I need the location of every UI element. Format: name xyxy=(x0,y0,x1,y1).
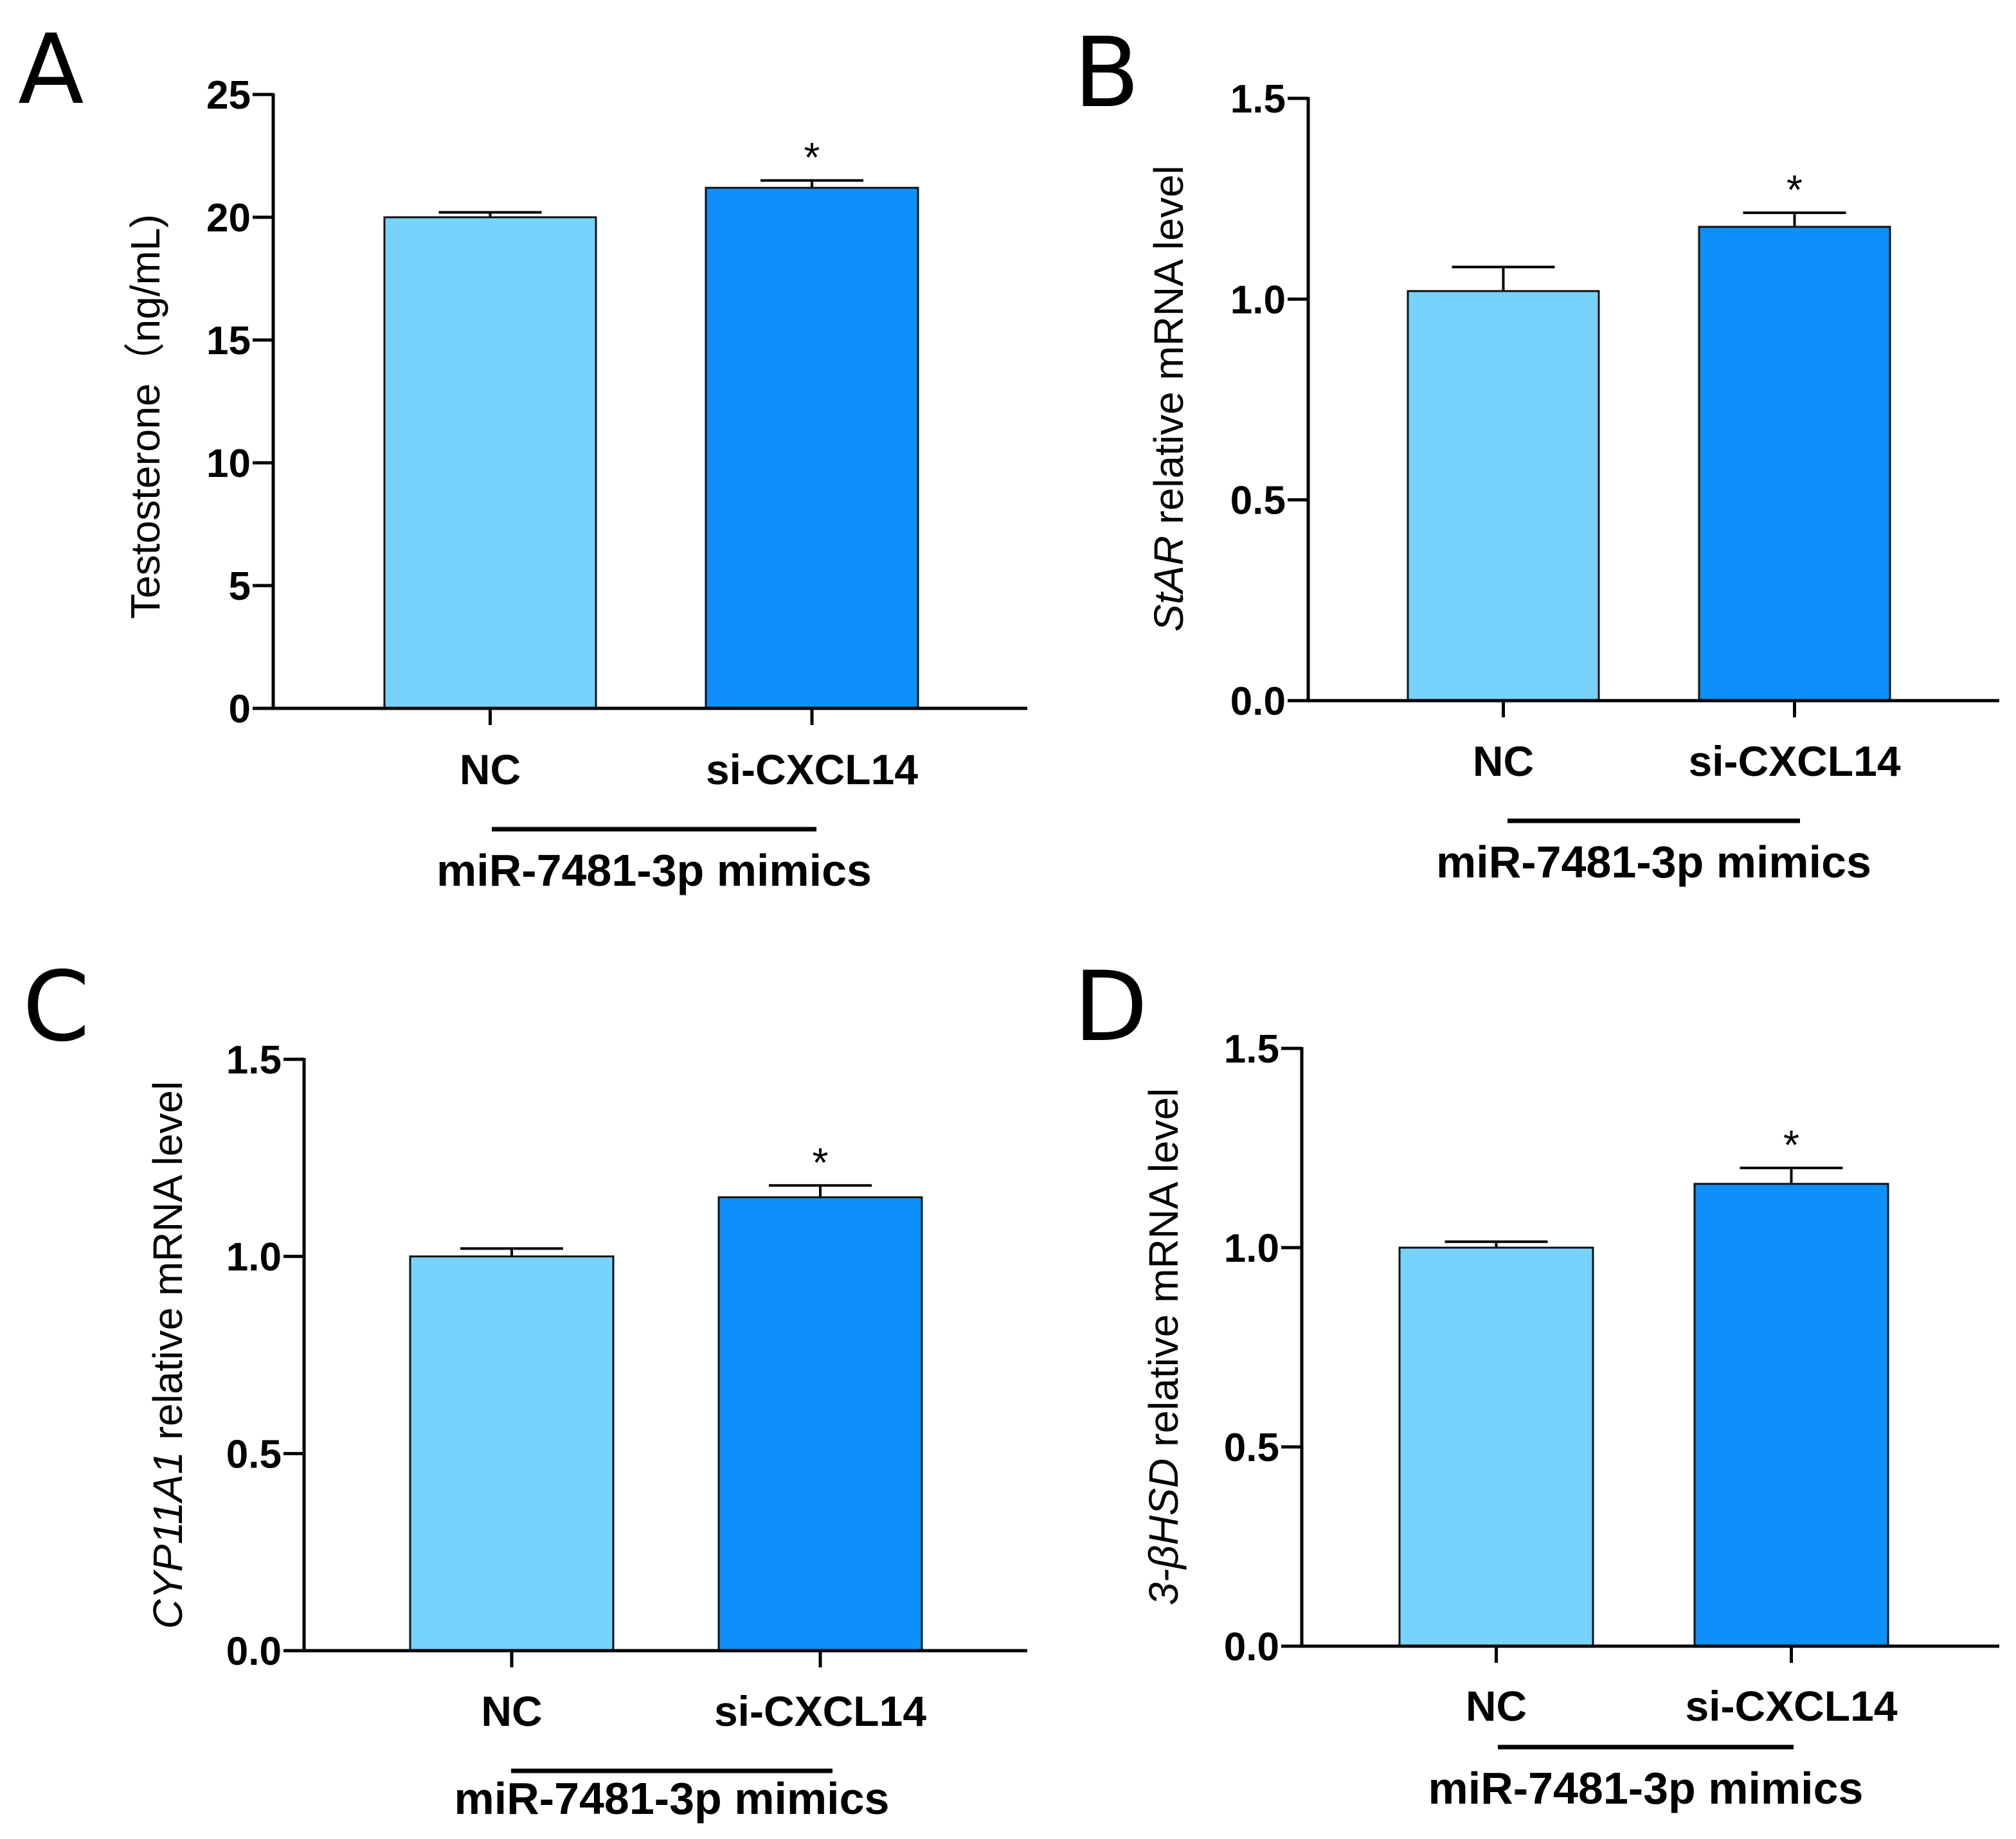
y-tick-label: 1.5 xyxy=(1224,1027,1279,1072)
y-tick-label: 1.5 xyxy=(226,1038,282,1082)
bar-nc xyxy=(1407,290,1600,702)
panel-letter: C xyxy=(22,951,90,1063)
x-tick-label: NC xyxy=(460,746,521,793)
y-axis-label: CYP11A1 relative mRNA level xyxy=(145,1081,191,1629)
panel-b: B NC * si-CXCL14 0.0 0.5 1.0 1.5 StAR relative m… xyxy=(1074,17,1999,887)
y-axis-label-gene: StAR xyxy=(1146,535,1192,631)
y-tick-label: 0.0 xyxy=(226,1629,282,1674)
y-tick-label: 0.5 xyxy=(226,1432,282,1476)
x-tick-label: si-CXCL14 xyxy=(1685,1682,1897,1730)
panel-a: A NC * si-CXCL14 0 5 10 15 20 25 Testosterone（ng/m… xyxy=(18,14,1027,895)
y-axis-label: Testosterone（ng/mL) xyxy=(122,214,168,619)
bar-nc xyxy=(1398,1246,1594,1647)
bar-nc xyxy=(409,1255,615,1652)
significance-marker: * xyxy=(1787,166,1803,213)
y-axis-label-text: relative mRNA level xyxy=(145,1081,191,1451)
bar-nc xyxy=(383,216,597,710)
y-axis-label-text: relative mRNA level xyxy=(1140,1088,1187,1458)
bar-si-cxcl14 xyxy=(705,186,919,710)
significance-marker: * xyxy=(813,1139,829,1185)
group-label: miR-7481-3p mimics xyxy=(1436,837,1871,887)
y-tick-label: 1.0 xyxy=(226,1235,282,1280)
y-tick-label: 0.0 xyxy=(1230,679,1286,724)
x-tick-label: si-CXCL14 xyxy=(714,1687,926,1735)
x-tick-label: si-CXCL14 xyxy=(706,746,918,793)
bar-si-cxcl14 xyxy=(1698,226,1891,702)
y-tick-label: 1.0 xyxy=(1224,1226,1279,1271)
panel-d: D NC * si-CXCL14 0.0 0.5 1.0 1.5 3-βHSD relative… xyxy=(1074,951,1999,1813)
y-tick-label: 25 xyxy=(206,73,251,118)
y-tick-label: 0.5 xyxy=(1230,479,1286,523)
bar-si-cxcl14 xyxy=(1693,1183,1889,1647)
group-label: miR-7481-3p mimics xyxy=(1428,1763,1864,1813)
x-tick-label: NC xyxy=(1466,1682,1527,1730)
group-label: miR-7481-3p mimics xyxy=(437,845,872,895)
y-tick-label: 15 xyxy=(206,319,251,363)
x-tick-label: si-CXCL14 xyxy=(1688,737,1900,785)
y-tick-label: 10 xyxy=(206,442,251,486)
y-tick-label: 0.0 xyxy=(1224,1625,1279,1669)
y-tick-label: 0 xyxy=(229,687,251,731)
panel-letter: D xyxy=(1074,951,1148,1063)
panel-letter: B xyxy=(1074,17,1140,129)
y-axis-label: StAR relative mRNA level xyxy=(1146,165,1192,632)
y-axis-label: 3-βHSD relative mRNA level xyxy=(1140,1088,1187,1606)
bar-si-cxcl14 xyxy=(717,1196,923,1652)
y-axis-label-gene: 3-βHSD xyxy=(1140,1458,1187,1606)
y-axis-label-text: relative mRNA level xyxy=(1146,165,1192,535)
y-axis-label-gene: CYP11A1 xyxy=(145,1451,191,1629)
significance-marker: * xyxy=(804,134,820,181)
x-tick-label: NC xyxy=(481,1687,542,1735)
y-tick-label: 20 xyxy=(206,196,251,240)
y-axis-label-text: Testosterone（ng/mL) xyxy=(122,214,168,619)
x-tick-label: NC xyxy=(1473,737,1534,785)
panel-c: C NC * si-CXCL14 0.0 0.5 1.0 1.5 CYP11A1 relativ… xyxy=(22,951,1027,1824)
significance-marker: * xyxy=(1783,1122,1799,1168)
y-tick-label: 5 xyxy=(229,564,251,609)
y-tick-label: 0.5 xyxy=(1224,1426,1279,1470)
group-label: miR-7481-3p mimics xyxy=(455,1773,890,1824)
y-tick-label: 1.0 xyxy=(1230,278,1286,322)
y-tick-label: 1.5 xyxy=(1230,77,1286,121)
panel-letter: A xyxy=(18,14,84,126)
